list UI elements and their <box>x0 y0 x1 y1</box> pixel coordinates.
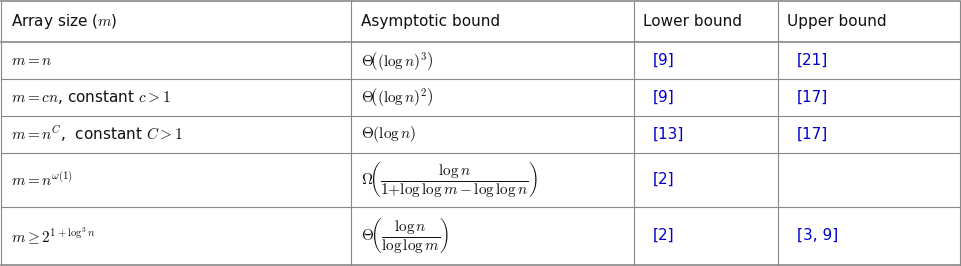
Text: $m = cn$, constant $c > 1$: $m = cn$, constant $c > 1$ <box>11 89 171 106</box>
Text: $m = n^{\omega(1)}$: $m = n^{\omega(1)}$ <box>11 171 73 189</box>
Text: [2]: [2] <box>653 172 675 187</box>
Text: $\Theta\!\left((\log n)^3\right)$: $\Theta\!\left((\log n)^3\right)$ <box>360 50 433 72</box>
Text: [9]: [9] <box>653 90 675 105</box>
Text: [17]: [17] <box>797 90 828 105</box>
Text: Array size ($m$): Array size ($m$) <box>11 12 117 31</box>
Text: [3, 9]: [3, 9] <box>797 228 838 243</box>
Text: [21]: [21] <box>797 53 828 68</box>
Text: [17]: [17] <box>797 127 828 142</box>
Text: $\Theta(\log n)$: $\Theta(\log n)$ <box>360 124 416 144</box>
Text: [9]: [9] <box>653 53 675 68</box>
Text: $\Theta\!\left(\dfrac{\log n}{\log\log m}\right)$: $\Theta\!\left(\dfrac{\log n}{\log\log m… <box>360 216 449 255</box>
Text: $\Theta\!\left((\log n)^2\right)$: $\Theta\!\left((\log n)^2\right)$ <box>360 86 433 109</box>
Text: Lower bound: Lower bound <box>644 14 743 29</box>
Text: Upper bound: Upper bound <box>787 14 887 29</box>
Text: $m \geq 2^{1+\log^3 n}$: $m \geq 2^{1+\log^3 n}$ <box>11 225 96 246</box>
Text: $\Omega\!\left(\dfrac{\log n}{1{+}\log\log m - \log\log n}\right)$: $\Omega\!\left(\dfrac{\log n}{1{+}\log\l… <box>360 160 538 199</box>
Text: $m = n$: $m = n$ <box>11 53 53 68</box>
Text: [13]: [13] <box>653 127 684 142</box>
Text: $m = n^C$,  constant $C > 1$: $m = n^C$, constant $C > 1$ <box>11 124 183 144</box>
Text: [2]: [2] <box>653 228 675 243</box>
Text: Asymptotic bound: Asymptotic bound <box>360 14 500 29</box>
